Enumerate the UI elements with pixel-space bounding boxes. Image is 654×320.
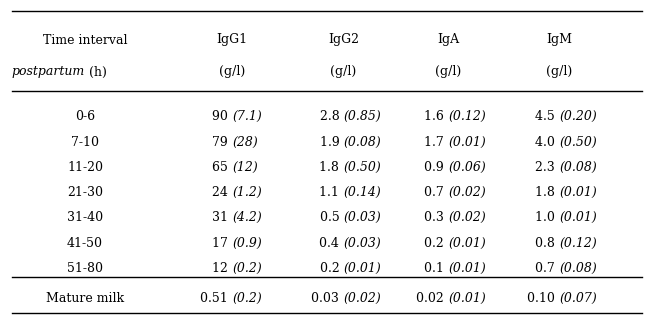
Text: IgG1: IgG1 [216,34,248,46]
Text: (g/l): (g/l) [435,66,461,78]
Text: (4.2): (4.2) [232,212,262,224]
Text: 0.2: 0.2 [320,262,343,275]
Text: (0.03): (0.03) [343,212,381,224]
Text: 1.8: 1.8 [535,186,559,199]
Text: 0.3: 0.3 [424,212,448,224]
Text: 1.7: 1.7 [424,136,448,148]
Text: 79: 79 [213,136,232,148]
Text: IgA: IgA [437,34,459,46]
Text: 31: 31 [212,212,232,224]
Text: 4.0: 4.0 [535,136,559,148]
Text: (0.07): (0.07) [559,292,597,305]
Text: 0.5: 0.5 [320,212,343,224]
Text: 41-50: 41-50 [67,237,103,250]
Text: IgG2: IgG2 [328,34,359,46]
Text: (0.01): (0.01) [448,292,486,305]
Text: 0-6: 0-6 [75,110,95,123]
Text: (0.2): (0.2) [232,292,262,305]
Text: 0.51: 0.51 [200,292,232,305]
Text: 4.5: 4.5 [536,110,559,123]
Text: 0.9: 0.9 [424,161,448,174]
Text: 0.03: 0.03 [311,292,343,305]
Text: 1.0: 1.0 [535,212,559,224]
Text: 12: 12 [213,262,232,275]
Text: (0.01): (0.01) [448,262,486,275]
Text: (0.01): (0.01) [448,237,486,250]
Text: (0.08): (0.08) [343,136,381,148]
Text: (12): (12) [232,161,258,174]
Text: (0.2): (0.2) [232,262,262,275]
Text: 1.6: 1.6 [424,110,448,123]
Text: (0.08): (0.08) [559,262,597,275]
Text: 21-30: 21-30 [67,186,103,199]
Text: (0.9): (0.9) [232,237,262,250]
Text: 0.7: 0.7 [536,262,559,275]
Text: (0.01): (0.01) [448,136,486,148]
Text: Time interval: Time interval [43,34,128,46]
Text: (0.02): (0.02) [343,292,381,305]
Text: (0.50): (0.50) [559,136,597,148]
Text: 24: 24 [213,186,232,199]
Text: 11-20: 11-20 [67,161,103,174]
Text: 17: 17 [213,237,232,250]
Text: 1.1: 1.1 [319,186,343,199]
Text: 7-10: 7-10 [71,136,99,148]
Text: Mature milk: Mature milk [46,292,124,305]
Text: (0.06): (0.06) [448,161,486,174]
Text: 0.8: 0.8 [535,237,559,250]
Text: postpartum: postpartum [12,66,85,78]
Text: 90: 90 [213,110,232,123]
Text: (0.08): (0.08) [559,161,597,174]
Text: (0.01): (0.01) [343,262,381,275]
Text: (0.12): (0.12) [448,110,486,123]
Text: 0.7: 0.7 [424,186,448,199]
Text: (g/l): (g/l) [330,66,356,78]
Text: (0.20): (0.20) [559,110,597,123]
Text: (0.85): (0.85) [343,110,381,123]
Text: 2.8: 2.8 [320,110,343,123]
Text: IgM: IgM [546,34,572,46]
Text: 1.9: 1.9 [320,136,343,148]
Text: (0.03): (0.03) [343,237,381,250]
Text: (g/l): (g/l) [546,66,572,78]
Text: 0.02: 0.02 [416,292,448,305]
Text: (0.01): (0.01) [559,212,597,224]
Text: (0.02): (0.02) [448,186,486,199]
Text: (0.12): (0.12) [559,237,597,250]
Text: (0.14): (0.14) [343,186,381,199]
Text: 0.10: 0.10 [527,292,559,305]
Text: 65: 65 [213,161,232,174]
Text: 0.4: 0.4 [319,237,343,250]
Text: (7.1): (7.1) [232,110,262,123]
Text: 51-80: 51-80 [67,262,103,275]
Text: (1.2): (1.2) [232,186,262,199]
Text: 1.8: 1.8 [319,161,343,174]
Text: (0.50): (0.50) [343,161,381,174]
Text: 0.1: 0.1 [424,262,448,275]
Text: 0.2: 0.2 [424,237,448,250]
Text: (h): (h) [85,66,107,78]
Text: (0.02): (0.02) [448,212,486,224]
Text: (0.01): (0.01) [559,186,597,199]
Text: 2.3: 2.3 [536,161,559,174]
Text: (28): (28) [232,136,258,148]
Text: 31-40: 31-40 [67,212,103,224]
Text: (g/l): (g/l) [219,66,245,78]
